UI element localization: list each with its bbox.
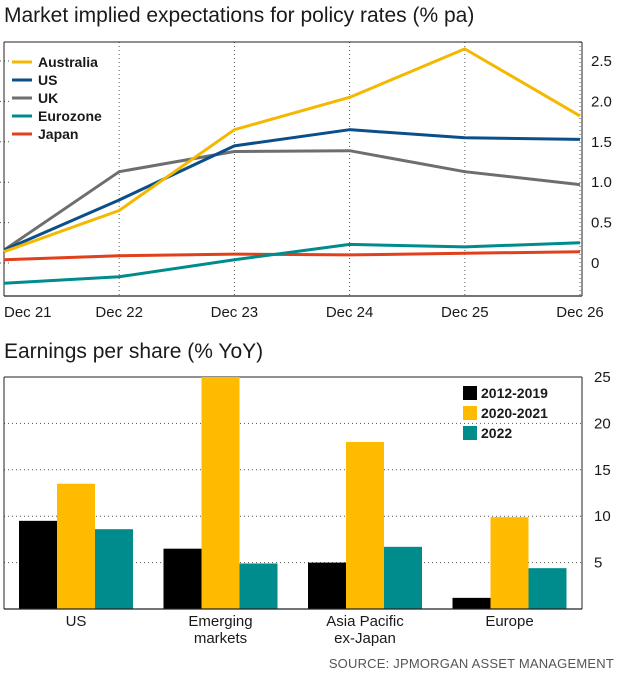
y-tick-label: 15 bbox=[594, 462, 611, 479]
legend-label-japan: Japan bbox=[38, 126, 78, 142]
bar-2022-emerging-markets bbox=[239, 563, 278, 609]
x-tick-label: Dec 23 bbox=[211, 304, 259, 321]
bar-2012-2019-emerging-markets bbox=[163, 548, 202, 609]
legend-swatch-2012-2019 bbox=[463, 386, 477, 400]
y-tick-label: 2.0 bbox=[591, 93, 612, 110]
y-tick-label: 5 bbox=[594, 555, 602, 572]
y-tick-label: 1.5 bbox=[591, 134, 612, 151]
x-tick-label: Dec 22 bbox=[95, 304, 143, 321]
series-line-us bbox=[3, 128, 581, 252]
bar-2012-2019-europe bbox=[452, 597, 491, 609]
rates-line-chart: 0 0.5 1.0 1.5 2.0 2.5 Dec 21 Dec 22 Dec 23 Dec 24… bbox=[0, 41, 612, 321]
x-category-label: Emerging markets bbox=[188, 613, 252, 647]
y-tick-label: 0.5 bbox=[591, 215, 612, 232]
y-tick-label: 0 bbox=[591, 255, 599, 272]
source-credit: SOURCE: JPMORGAN ASSET MANAGEMENT bbox=[328, 656, 614, 671]
y-tick-label: 20 bbox=[594, 415, 611, 432]
eps-chart-title: Earnings per share (% YoY) bbox=[4, 340, 264, 363]
x-tick-label: Dec 26 bbox=[556, 304, 604, 321]
bar-2020-2021-asia-pacific-ex-japan bbox=[346, 441, 384, 609]
series-line-japan bbox=[3, 250, 581, 262]
eps-bar-chart: 5 10 15 20 25 US Emerging markets Asia Pacific ex… bbox=[3, 369, 611, 647]
legend-label-2020-2021: 2020-2021 bbox=[481, 405, 548, 421]
legend-label-uk: UK bbox=[38, 90, 58, 106]
series-line-uk bbox=[3, 149, 581, 252]
bar-2022-us bbox=[95, 529, 133, 609]
bar-2012-2019-asia-pacific-ex-japan bbox=[308, 562, 346, 609]
legend-label-eurozone: Eurozone bbox=[38, 108, 102, 124]
bar-2020-2021-us bbox=[57, 483, 95, 609]
legend-swatch-2020-2021 bbox=[463, 406, 477, 420]
x-tick-label: Dec 21 bbox=[4, 304, 52, 321]
x-tick-label: Dec 25 bbox=[441, 304, 489, 321]
legend-label-2022: 2022 bbox=[481, 425, 512, 441]
y-tick-label: 25 bbox=[594, 369, 611, 386]
bar-2022-asia-pacific-ex-japan bbox=[384, 546, 422, 609]
x-category-label: US bbox=[66, 613, 87, 630]
series-line-eurozone bbox=[3, 241, 581, 285]
legend-label-australia: Australia bbox=[38, 54, 98, 70]
y-tick-label: 10 bbox=[594, 508, 611, 525]
x-tick-label: Dec 24 bbox=[326, 304, 374, 321]
bar-2020-2021-europe bbox=[490, 517, 529, 609]
legend-swatch-2022 bbox=[463, 426, 477, 440]
rates-chart-title: Market implied expectations for policy r… bbox=[4, 4, 475, 27]
y-tick-label: 2.5 bbox=[591, 53, 612, 70]
y-tick-label: 1.0 bbox=[591, 174, 612, 191]
x-category-label: Asia Pacific ex-Japan bbox=[326, 613, 404, 647]
x-category-label: Europe bbox=[485, 613, 533, 630]
legend-label-us: US bbox=[38, 72, 57, 88]
bar-2012-2019-us bbox=[19, 520, 57, 609]
series-line-australia bbox=[3, 47, 581, 254]
legend-label-2012-2019: 2012-2019 bbox=[481, 385, 548, 401]
bar-2022-europe bbox=[528, 568, 567, 609]
bar-2020-2021-emerging-markets bbox=[201, 377, 240, 609]
